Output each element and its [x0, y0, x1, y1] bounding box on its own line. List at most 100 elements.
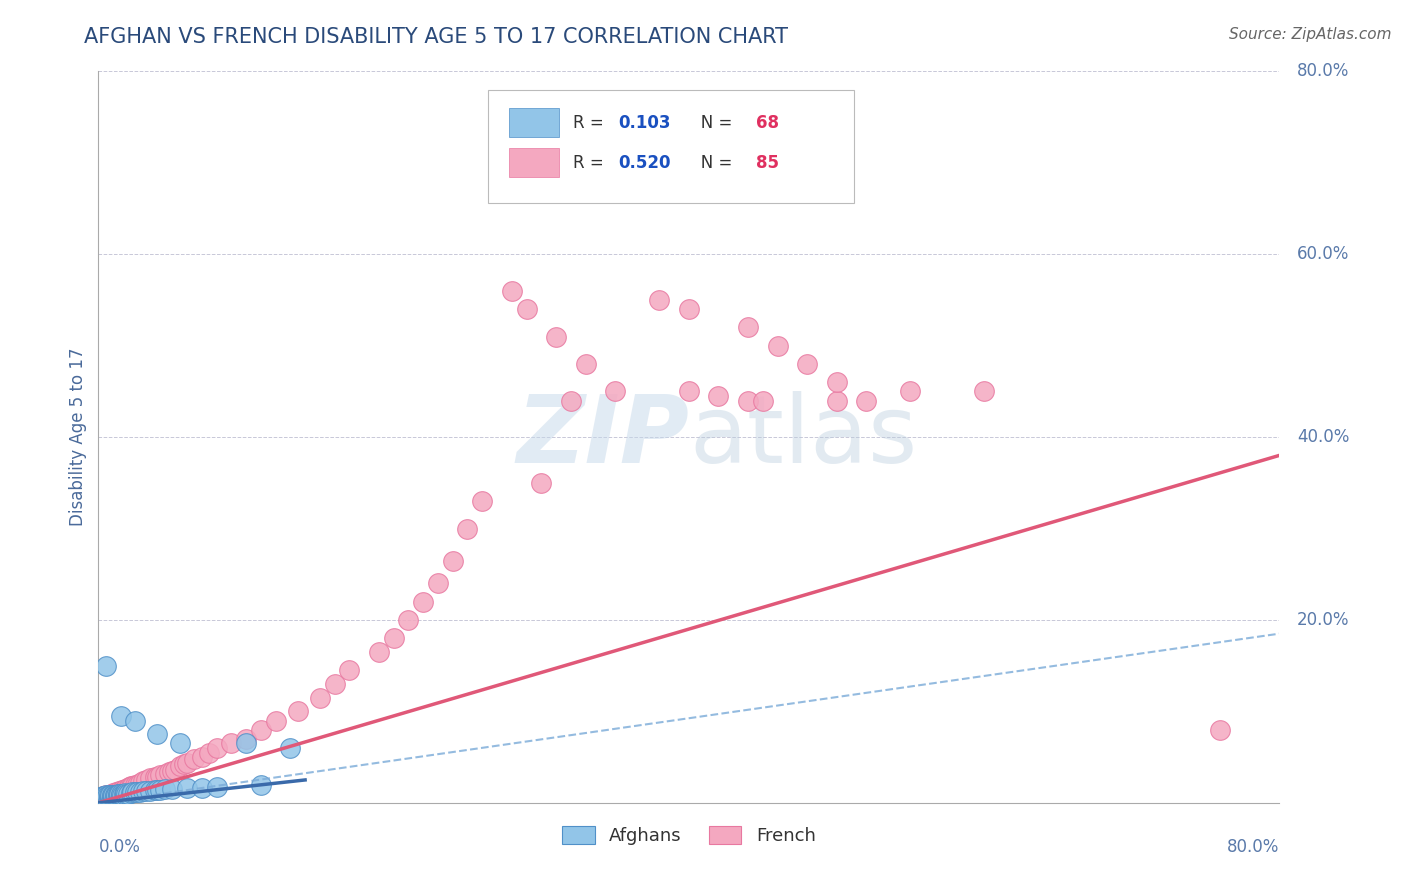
Point [97, 790, 120, 805]
Point [501, 284, 523, 298]
Point [90, 791, 112, 805]
Point [105, 786, 128, 800]
Point [120, 780, 142, 794]
Point [139, 784, 162, 798]
Point [648, 293, 671, 307]
Point [766, 338, 789, 352]
Y-axis label: Disability Age 5 to 17: Disability Age 5 to 17 [69, 348, 87, 526]
Point [108, 784, 131, 798]
Point [427, 576, 450, 591]
Point [96, 792, 118, 806]
Point [287, 705, 309, 719]
Point [441, 553, 464, 567]
Point [121, 785, 143, 799]
Point [165, 763, 187, 777]
Point [412, 594, 434, 608]
Point [117, 787, 139, 801]
Point [198, 746, 221, 760]
FancyBboxPatch shape [509, 148, 560, 178]
Point [1209, 723, 1232, 737]
Point [737, 320, 759, 334]
Point [100, 788, 122, 802]
Point [678, 301, 700, 317]
Point [323, 677, 346, 691]
FancyBboxPatch shape [488, 90, 855, 203]
Point [94, 658, 117, 673]
Point [105, 785, 128, 799]
Point [530, 475, 553, 490]
Point [97, 789, 120, 804]
Text: 20.0%: 20.0% [1298, 611, 1350, 629]
Point [89, 791, 111, 805]
Text: R =: R = [574, 153, 609, 172]
Point [108, 789, 131, 803]
Point [176, 781, 198, 796]
Point [575, 357, 598, 371]
Point [139, 771, 162, 785]
Point [91, 792, 114, 806]
Point [91, 789, 114, 804]
Point [96, 790, 118, 805]
Point [110, 709, 132, 723]
Point [94, 789, 117, 804]
Point [605, 384, 627, 399]
Point [89, 792, 111, 806]
Point [107, 787, 129, 801]
Point [855, 393, 877, 408]
Point [398, 613, 420, 627]
Point [91, 793, 114, 807]
Point [98, 790, 121, 805]
Point [90, 790, 112, 805]
Point [149, 783, 172, 797]
Point [169, 736, 191, 750]
Point [98, 791, 121, 805]
Point [91, 790, 114, 805]
Point [108, 787, 131, 801]
Point [114, 782, 136, 797]
Point [221, 736, 243, 750]
Text: 0.520: 0.520 [619, 153, 671, 172]
Point [89, 790, 111, 805]
Point [97, 789, 120, 803]
Point [90, 791, 112, 805]
Text: 0.0%: 0.0% [98, 838, 141, 855]
Text: 80.0%: 80.0% [1227, 838, 1279, 855]
Legend: Afghans, French: Afghans, French [555, 819, 823, 852]
Point [205, 780, 228, 795]
FancyBboxPatch shape [509, 108, 560, 137]
Point [111, 783, 134, 797]
Point [115, 787, 138, 801]
Text: 60.0%: 60.0% [1298, 245, 1350, 263]
Point [752, 393, 775, 408]
Point [146, 727, 169, 741]
Point [89, 792, 111, 806]
Point [678, 384, 700, 399]
Point [157, 764, 180, 779]
Text: AFGHAN VS FRENCH DISABILITY AGE 5 TO 17 CORRELATION CHART: AFGHAN VS FRENCH DISABILITY AGE 5 TO 17 … [84, 27, 789, 46]
Point [250, 723, 273, 737]
Point [120, 786, 142, 800]
Point [98, 789, 121, 803]
Point [90, 792, 112, 806]
Point [149, 768, 172, 782]
Point [546, 329, 568, 343]
Point [93, 791, 115, 805]
Point [264, 714, 287, 728]
Point [103, 788, 125, 802]
Point [89, 791, 111, 805]
Point [125, 785, 148, 799]
Point [176, 756, 198, 770]
Point [103, 788, 125, 802]
Point [173, 757, 195, 772]
Point [118, 780, 141, 795]
Point [94, 789, 117, 804]
Point [93, 789, 115, 804]
Point [191, 750, 214, 764]
Point [97, 788, 120, 802]
Point [90, 793, 112, 807]
Point [132, 773, 155, 788]
Point [91, 791, 114, 805]
Point [93, 790, 115, 805]
Point [94, 791, 117, 805]
Point [457, 521, 479, 535]
